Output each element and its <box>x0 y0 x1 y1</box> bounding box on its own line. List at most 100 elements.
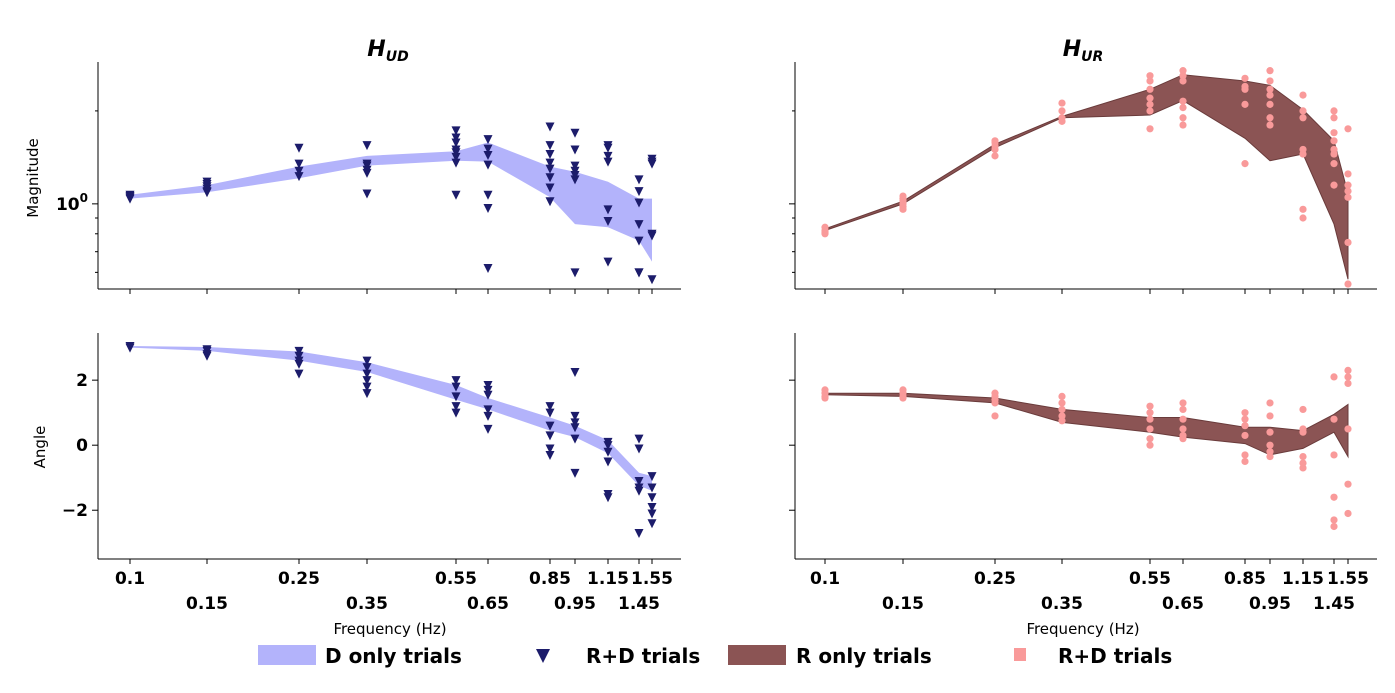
marker-rd-triangle <box>647 502 657 512</box>
marker-rd-triangle <box>647 472 657 482</box>
x-tick-label: 1.45 <box>1313 594 1355 614</box>
xlabel-right: Frequency (Hz) <box>1026 620 1139 638</box>
marker-rd-triangle <box>647 275 657 285</box>
legend-rd-right-marker <box>1014 648 1026 661</box>
marker-rd-triangle <box>483 405 493 415</box>
marker-rd-triangle <box>125 192 135 202</box>
marker-rd-triangle <box>603 447 613 457</box>
marker-rd-circle <box>821 394 829 402</box>
legend-rd-left-label: R+D trials <box>586 644 700 668</box>
legend-rd-left-marker <box>536 649 550 663</box>
marker-rd-triangle <box>603 493 613 503</box>
marker-rd-triangle <box>634 236 644 246</box>
y-tick-exponent: 0 <box>80 191 88 205</box>
marker-rd-circle <box>1344 373 1352 381</box>
y-tick-label: 2 <box>76 371 88 391</box>
marker-rd-circle <box>1344 280 1352 288</box>
marker-rd-triangle <box>634 220 644 230</box>
marker-rd-triangle <box>202 177 212 187</box>
marker-rd-triangle <box>202 351 212 361</box>
x-tick-label: 0.35 <box>346 594 388 614</box>
marker-rd-triangle <box>603 151 613 161</box>
marker-rd-triangle <box>294 359 304 369</box>
marker-rd-circle <box>1344 125 1352 133</box>
marker-rd-circle <box>991 412 999 420</box>
marker-rd-circle <box>1344 170 1352 178</box>
marker-rd-triangle <box>294 346 304 356</box>
marker-rd-circle <box>1146 402 1154 410</box>
marker-rd-circle <box>1330 137 1338 145</box>
y-tick-base: 10 <box>56 195 80 215</box>
panel-hud-angle: 2 0 −2 0.1 0.25 0.55 0.85 1.15 1.55 0.15 0.35 0.65 0… <box>62 333 681 614</box>
marker-rd-circle <box>1058 99 1066 107</box>
marker-rd-triangle <box>647 509 657 519</box>
marker-rd-triangle <box>570 368 580 378</box>
marker-rd-triangle <box>570 145 580 155</box>
marker-rd-triangle <box>483 424 493 434</box>
marker-rd-circle <box>1330 129 1338 137</box>
marker-rd-circle <box>1146 100 1154 108</box>
marker-rd-circle <box>1330 373 1338 381</box>
marker-rd-circle <box>1266 91 1274 99</box>
marker-rd-triangle <box>570 161 580 171</box>
band-d-only <box>130 346 652 491</box>
marker-rd-circle <box>1146 107 1154 115</box>
marker-rd-triangle <box>483 135 493 145</box>
marker-rd-circle <box>1344 187 1352 195</box>
x-tick-label: 0.55 <box>1129 569 1171 589</box>
marker-rd-circle <box>1241 451 1249 459</box>
marker-rd-triangle <box>362 363 372 373</box>
marker-rd-triangle <box>570 268 580 278</box>
marker-rd-circle <box>1330 160 1338 168</box>
marker-rd-circle <box>1179 72 1187 80</box>
marker-rd-circle <box>1179 67 1187 75</box>
marker-rd-triangle <box>362 159 372 169</box>
marker-rd-circle <box>821 230 829 238</box>
marker-rd-triangle <box>603 205 613 215</box>
marker-rd-triangle <box>634 198 644 208</box>
marker-rd-circle <box>1330 107 1338 115</box>
marker-rd-triangle <box>362 141 372 151</box>
marker-rd-circle <box>991 152 999 160</box>
marker-rd-circle <box>1344 509 1352 518</box>
marker-rd-triangle <box>634 486 644 496</box>
marker-rd-triangle <box>451 126 461 136</box>
marker-rd-triangle <box>570 434 580 444</box>
marker-rd-triangle <box>451 392 461 402</box>
marker-rd-triangle <box>570 418 580 428</box>
marker-rd-triangle <box>545 402 555 412</box>
marker-rd-triangle <box>647 157 657 167</box>
marker-rd-circle <box>1299 114 1307 122</box>
marker-rd-circle <box>1179 399 1187 407</box>
marker-rd-circle <box>1266 452 1274 461</box>
y-tick-label: 0 <box>76 436 88 456</box>
x-tick-label: 0.55 <box>435 569 477 589</box>
marker-rd-circle <box>991 137 999 145</box>
marker-rd-triangle <box>451 402 461 412</box>
marker-rd-triangle <box>545 408 555 418</box>
x-tick-label: 0.65 <box>467 594 509 614</box>
x-tick-label: 0.95 <box>1249 594 1291 614</box>
legend-rd-right-label: R+D trials <box>1058 644 1172 668</box>
marker-rd-circle <box>1179 415 1187 423</box>
marker-rd-circle <box>1179 114 1187 122</box>
marker-rd-circle <box>1179 405 1187 414</box>
x-tick-label: 1.15 <box>1282 569 1324 589</box>
marker-rd-circle <box>1299 405 1307 414</box>
marker-rd-triangle <box>634 268 644 278</box>
marker-rd-triangle <box>483 160 493 170</box>
marker-rd-circle <box>1058 392 1066 401</box>
marker-rd-triangle <box>362 389 372 399</box>
marker-rd-circle <box>1344 366 1352 374</box>
x-tick-label: 0.95 <box>554 594 596 614</box>
marker-rd-circle <box>1058 405 1066 414</box>
marker-rd-circle <box>1299 107 1307 115</box>
marker-rd-triangle <box>483 190 493 200</box>
marker-rd-circle <box>1266 399 1274 407</box>
marker-rd-circle <box>1058 107 1066 115</box>
marker-rd-triangle <box>483 144 493 154</box>
marker-rd-triangle <box>634 528 644 538</box>
marker-rd-circle <box>1266 441 1274 449</box>
marker-rd-triangle <box>483 390 493 400</box>
